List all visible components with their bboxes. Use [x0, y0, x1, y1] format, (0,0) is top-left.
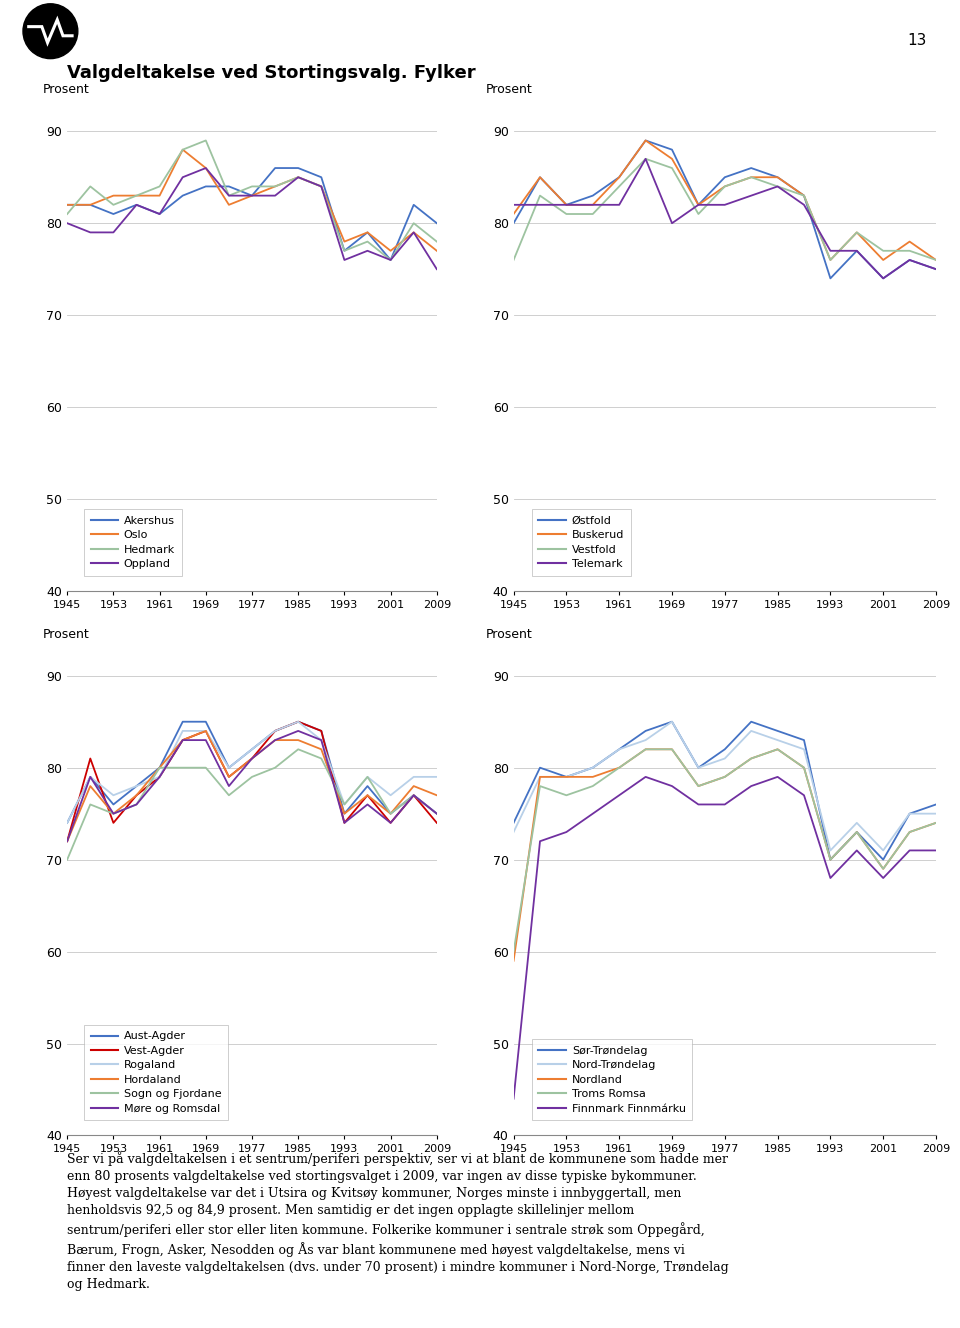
Text: Prosent: Prosent	[43, 84, 90, 96]
Text: Prosent: Prosent	[486, 628, 533, 640]
Legend: Sør-Trøndelag, Nord-Trøndelag, Nordland, Troms Romsa, Finnmark Finnmárku: Sør-Trøndelag, Nord-Trøndelag, Nordland,…	[532, 1040, 692, 1121]
Circle shape	[23, 4, 78, 58]
Text: Prosent: Prosent	[486, 84, 533, 96]
Text: Ser vi på valgdeltakelsen i et sentrum/periferi perspektiv, ser vi at blant de k: Ser vi på valgdeltakelsen i et sentrum/p…	[67, 1151, 729, 1291]
Text: Valgdeltakelse ved Stortingsvalg. Fylker: Valgdeltakelse ved Stortingsvalg. Fylker	[67, 64, 476, 82]
Legend: Østfold, Buskerud, Vestfold, Telemark: Østfold, Buskerud, Vestfold, Telemark	[532, 509, 631, 576]
Legend: Aust-Agder, Vest-Agder, Rogaland, Hordaland, Sogn og Fjordane, Møre og Romsdal: Aust-Agder, Vest-Agder, Rogaland, Hordal…	[84, 1025, 228, 1121]
Text: Prosent: Prosent	[43, 628, 90, 640]
Legend: Akershus, Oslo, Hedmark, Oppland: Akershus, Oslo, Hedmark, Oppland	[84, 509, 181, 576]
Text: 13: 13	[907, 33, 926, 48]
